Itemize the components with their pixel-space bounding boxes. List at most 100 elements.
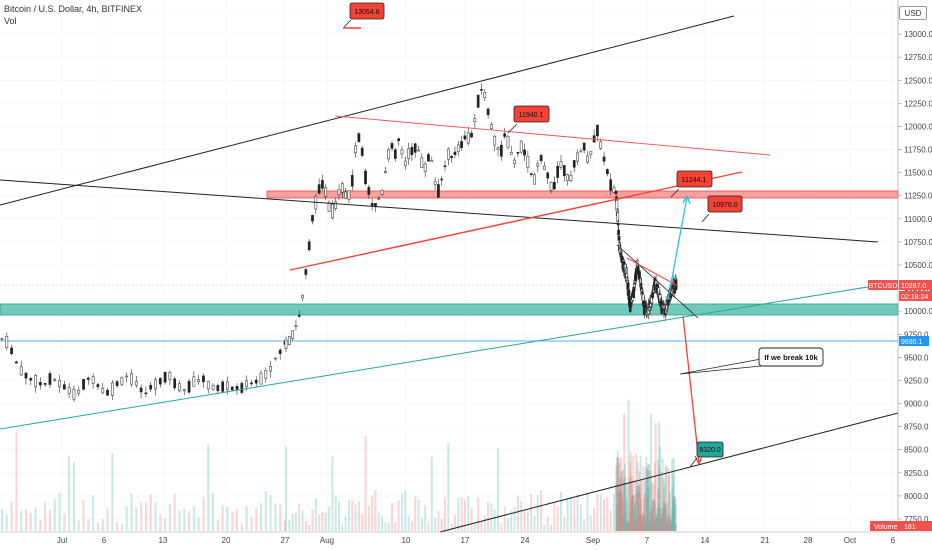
volume-bar	[646, 463, 649, 531]
time-axis[interactable]: Jul 6 13 20 27 Aug 10 17 24 Sep 7 14 21 28 Oct 6	[57, 536, 896, 545]
volume-bar	[321, 511, 324, 531]
volume-bar	[589, 515, 592, 531]
candle-body	[523, 149, 526, 156]
price-tick-label: 8500.0	[904, 446, 929, 455]
candle-body	[460, 141, 463, 148]
volume-bar	[5, 515, 8, 531]
volume-bar	[377, 512, 380, 531]
candle-body	[437, 184, 440, 198]
volume-bar	[510, 510, 513, 531]
callout-11940-1[interactable]: 11940.1	[507, 105, 550, 134]
price-tick-label: 9250.0	[904, 376, 929, 385]
volume-bar	[520, 500, 523, 531]
volume-bar	[10, 501, 13, 531]
volume-bar	[674, 498, 677, 531]
candle-body	[240, 382, 244, 393]
volume-bar	[579, 504, 582, 531]
volume-bar	[640, 498, 643, 531]
price-tick-label: 8750.0	[904, 423, 929, 432]
descending-trendline[interactable]	[0, 179, 879, 243]
volume-bar	[291, 514, 294, 531]
time-tick-label: Jul	[57, 536, 67, 545]
candle-body	[473, 118, 477, 123]
volume-bar	[666, 520, 669, 531]
volume-bar	[427, 520, 430, 531]
currency-button[interactable]: USD	[899, 6, 927, 20]
volume-bar	[656, 459, 659, 531]
candle-body	[317, 184, 321, 194]
volume-bar	[331, 456, 334, 531]
volume-bar	[159, 513, 162, 531]
volume-bar	[236, 509, 239, 531]
volume-bar	[652, 483, 655, 531]
candle-body	[245, 380, 248, 388]
volume-bar	[450, 524, 453, 531]
candle-body	[82, 379, 85, 390]
candle-body	[211, 385, 215, 390]
volume-bar	[609, 510, 612, 531]
volume-bar	[274, 503, 277, 531]
candle-body	[259, 372, 263, 385]
callout-8320-0[interactable]: 8320.0	[689, 441, 724, 468]
candle-body	[360, 147, 364, 156]
lower-channel-line[interactable]	[439, 412, 899, 533]
volume-bar	[616, 450, 619, 531]
volume-bar	[641, 514, 644, 531]
volume-bar	[633, 506, 636, 531]
volume-bar	[674, 504, 677, 531]
volume-bar	[144, 502, 147, 531]
up-projection-arrow[interactable]	[667, 194, 691, 301]
volume-bar	[367, 505, 370, 531]
candle-body	[187, 381, 191, 393]
volume-bar	[644, 522, 647, 531]
descending-resistance-line[interactable]	[334, 115, 771, 156]
wedge-red-line[interactable]	[626, 257, 679, 287]
volume-bar	[628, 512, 631, 531]
volume-bar	[357, 501, 360, 531]
candle-body	[493, 135, 497, 146]
candle-body	[420, 157, 424, 168]
volume-bar	[523, 509, 526, 531]
price-tick-label: 9000.0	[904, 400, 929, 409]
candle-body	[168, 372, 172, 380]
candle-body	[617, 236, 621, 241]
callout-break-10k[interactable]: If we break 10k	[679, 347, 824, 375]
price-axis[interactable]: 7750.0 8000.0 8250.0 8500.0 8750.0 9000.0 9250…	[898, 10, 932, 524]
candle-body	[327, 202, 331, 212]
volume-bar	[661, 507, 664, 531]
candle-body	[297, 315, 301, 317]
candle-body	[101, 387, 105, 394]
candle-body	[235, 385, 239, 390]
support-zone[interactable]	[0, 303, 899, 316]
volume-bar	[550, 524, 553, 531]
callout-10976-0[interactable]: 10976.0	[701, 195, 743, 223]
time-tick-label: Oct	[844, 536, 857, 545]
ascending-support-line[interactable]	[0, 281, 899, 430]
callout-11244-1[interactable]: 11244.1	[670, 170, 713, 198]
volume-bar	[264, 491, 267, 531]
candle-body	[106, 389, 109, 396]
candle-body	[602, 156, 606, 162]
resistance-zone[interactable]	[266, 190, 899, 199]
rising-red-trendline[interactable]	[289, 171, 743, 271]
candle-body	[446, 148, 450, 160]
volume-bar	[650, 482, 653, 531]
callout-13054-6[interactable]: 13054.6	[343, 2, 385, 28]
volume-bar	[328, 506, 331, 531]
volume-bar	[183, 509, 186, 531]
candle-body	[344, 191, 347, 199]
candle-body	[579, 150, 583, 153]
wedge-upper-line[interactable]	[616, 244, 699, 319]
volume-bar	[654, 423, 657, 531]
volume-bar	[371, 495, 374, 531]
volume-bar	[671, 458, 674, 531]
volume-bar	[615, 483, 617, 531]
volume-bar	[447, 442, 450, 531]
volume-bar	[298, 503, 301, 531]
volume-bar	[661, 458, 664, 531]
upper-channel-line[interactable]	[0, 15, 735, 206]
candle-body	[367, 186, 371, 195]
volume-bar	[621, 469, 624, 531]
volume-bar	[573, 499, 576, 531]
